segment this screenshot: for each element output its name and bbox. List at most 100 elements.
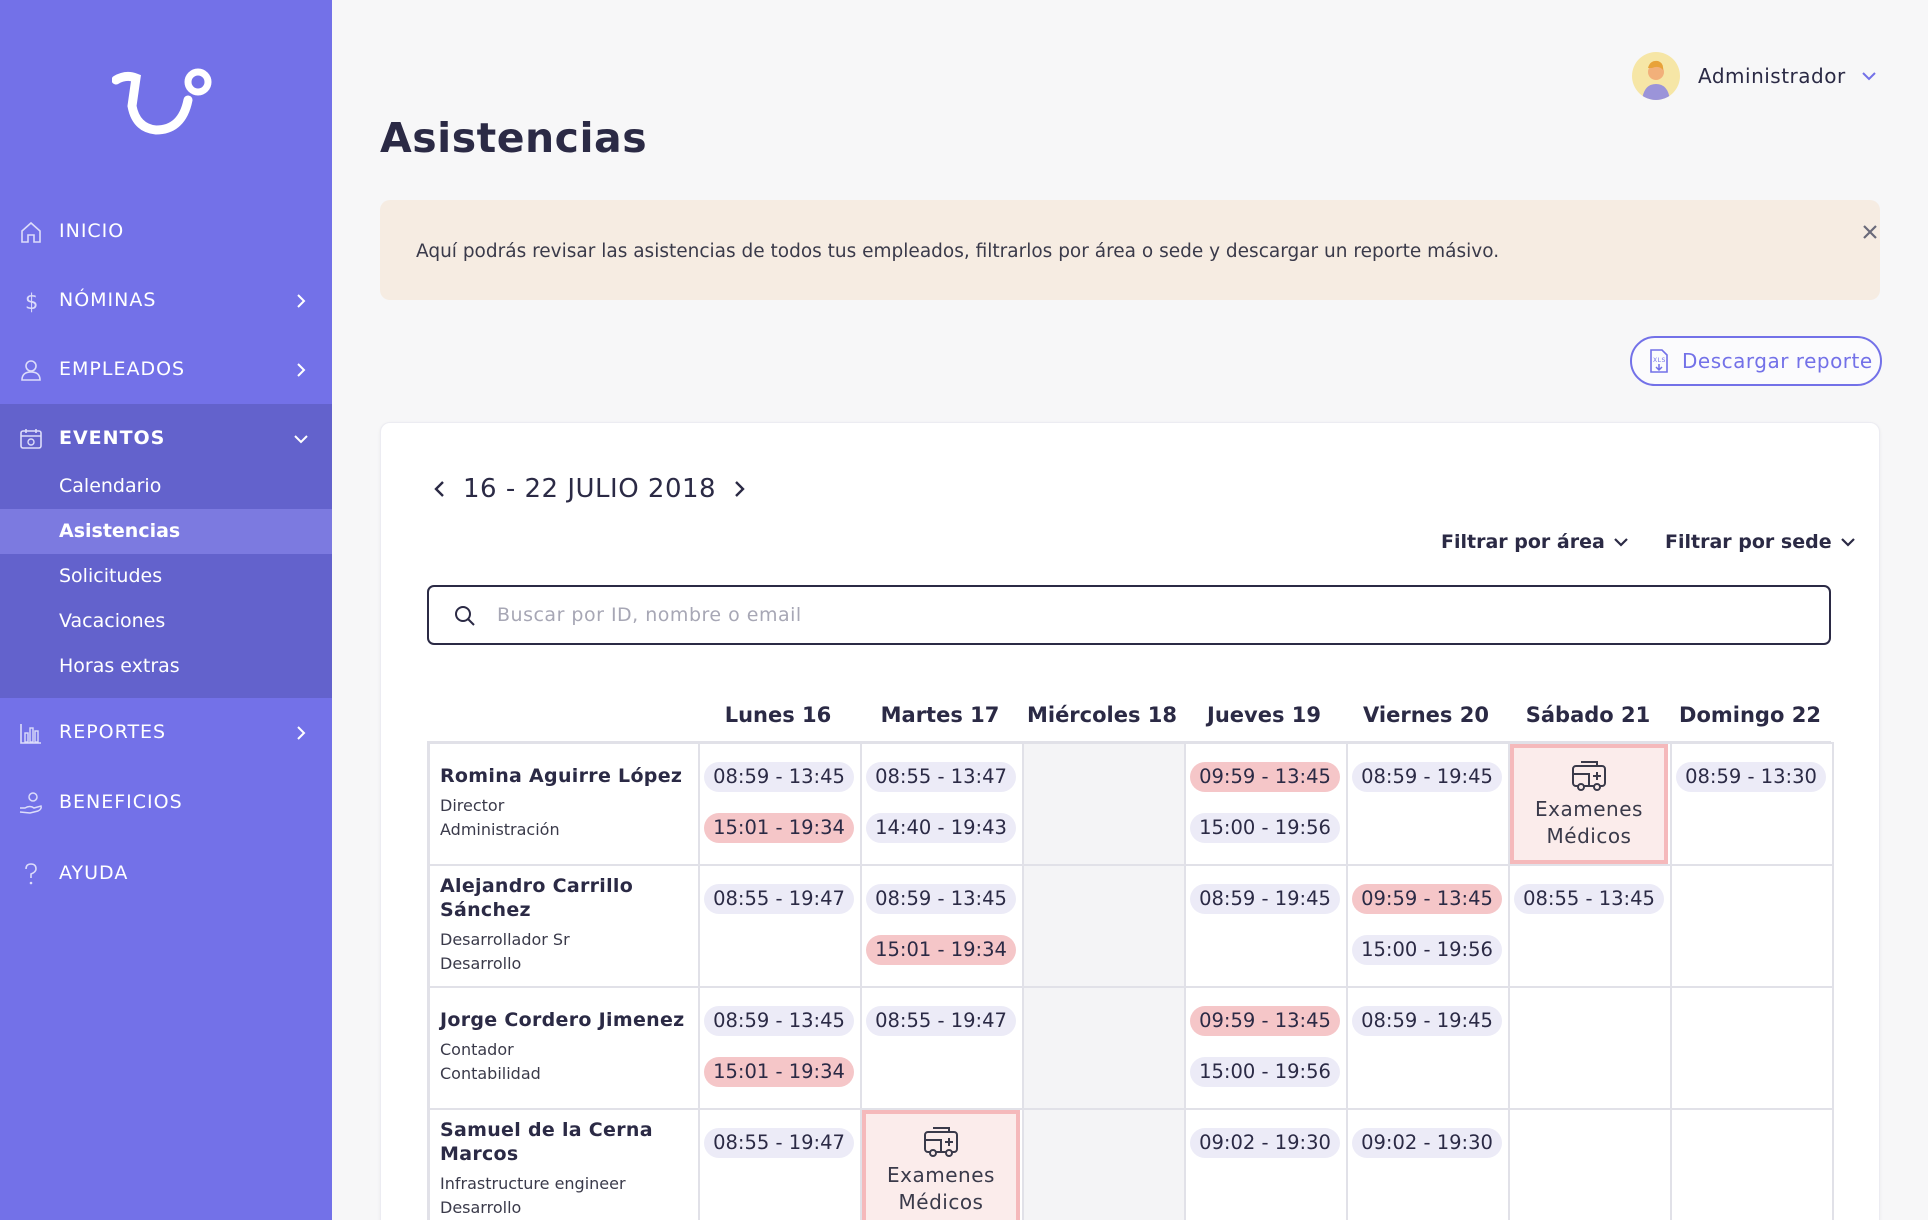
download-report-button[interactable]: XLS Descargar reporte [1630,336,1882,386]
shift-time-pill[interactable]: 08:59 - 13:30 [1676,762,1826,792]
day-header: Miércoles 18 [1026,703,1178,727]
ambulance-icon [1572,761,1606,791]
user-menu[interactable]: Administrador [1632,52,1878,100]
shift-time-pill[interactable]: 09:59 - 13:45 [1190,1006,1340,1036]
search-box[interactable] [427,585,1831,645]
subnav-horas-extras[interactable]: Horas extras [0,644,332,689]
dollar-icon: $ [25,290,39,314]
nav-label: AYUDA [59,862,129,884]
shift-time-pill[interactable]: 09:02 - 19:30 [1352,1128,1502,1158]
nav-item-nominas[interactable]: $ NÓMINAS [0,266,332,334]
medical-label: Examenes [1535,797,1643,821]
shift-time-pill[interactable]: 08:55 - 13:45 [1514,884,1664,914]
grid-divider [428,1108,1832,1110]
avatar [1632,52,1680,100]
shift-time-pill[interactable]: 08:59 - 19:45 [1352,1006,1502,1036]
filter-area-label: Filtrar por área [1441,531,1605,553]
employee-info[interactable]: Romina Aguirre López Director Administraci… [440,764,690,842]
grid-divider [1022,742,1024,1220]
shift-time-pill[interactable]: 09:59 - 13:45 [1190,762,1340,792]
banner-text: Aquí podrás revisar las asistencias de t… [416,241,1500,262]
grid-divider [698,742,700,1220]
employee-area: Desarrollo [440,954,522,973]
day-header: Sábado 21 [1525,703,1651,727]
chevron-right-icon [297,726,306,740]
day-header: Martes 17 [880,703,1000,727]
medical-exam-event[interactable]: Examenes Médicos [1510,744,1668,864]
sidebar: INICIO $ NÓMINAS EMPLEADOS EVENTOS Calen… [0,0,332,1220]
filter-sede-label: Filtrar por sede [1665,531,1832,553]
subnav-label: Horas extras [59,655,180,677]
medical-label: Médicos [898,1190,984,1214]
grid-divider [1508,742,1510,1220]
subnav-label: Asistencias [59,520,181,542]
shift-time-pill[interactable]: 15:01 - 19:34 [704,813,854,843]
subnav-solicitudes[interactable]: Solicitudes [0,554,332,599]
nav-label: NÓMINAS [59,289,157,311]
nav-item-inicio[interactable]: INICIO [0,197,332,265]
shift-time-pill[interactable]: 08:59 - 13:45 [704,762,854,792]
medical-exam-event[interactable]: Examenes Médicos [862,1110,1020,1220]
shift-time-pill[interactable]: 08:59 - 13:45 [704,1006,854,1036]
subnav-asistencias[interactable]: Asistencias [0,509,332,554]
shift-time-pill[interactable]: 08:59 - 13:45 [866,884,1016,914]
nav-item-beneficios[interactable]: BENEFICIOS [0,768,332,836]
medical-label: Examenes [887,1163,995,1187]
employee-info[interactable]: Jorge Cordero Jimenez Contador Contabilida… [440,1008,690,1086]
employee-role: Contador [440,1040,514,1059]
shift-time-pill[interactable]: 15:00 - 19:56 [1352,935,1502,965]
main-content: Administrador Asistencias Aquí podrás re… [332,0,1928,1220]
svg-text:$: $ [25,290,39,314]
shift-time-pill[interactable]: 08:55 - 19:47 [704,1128,854,1158]
employee-info[interactable]: Alejandro Carrillo Sánchez Desarrollador … [440,874,690,976]
shift-time-pill[interactable]: 15:00 - 19:56 [1190,813,1340,843]
shift-time-pill[interactable]: 09:02 - 19:30 [1190,1128,1340,1158]
day-header: Viernes 20 [1363,703,1489,727]
day-header: Domingo 22 [1679,703,1821,727]
nav-item-empleados[interactable]: EMPLEADOS [0,335,332,403]
shift-time-pill[interactable]: 08:55 - 19:47 [866,1006,1016,1036]
subnav-label: Solicitudes [59,565,163,587]
close-icon[interactable] [1860,222,1880,242]
employee-area: Contabilidad [440,1064,541,1083]
search-icon [455,606,475,626]
employee-area: Desarrollo [440,1198,522,1217]
shift-time-pill[interactable]: 08:55 - 19:47 [704,884,854,914]
page-title: Asistencias [380,114,648,162]
search-input[interactable] [497,601,1797,629]
shift-time-pill[interactable]: 15:01 - 19:34 [866,935,1016,965]
day-header: Lunes 16 [724,703,832,727]
chevron-right-icon [297,294,306,308]
employee-role: Desarrollador Sr [440,930,570,949]
download-report-label: Descargar reporte [1682,349,1873,373]
grid-divider [428,864,1832,866]
shift-time-pill[interactable]: 08:59 - 19:45 [1352,762,1502,792]
shift-time-pill[interactable]: 08:59 - 19:45 [1190,884,1340,914]
shift-time-pill[interactable]: 15:00 - 19:56 [1190,1057,1340,1087]
employee-role: Infrastructure engineer [440,1174,626,1193]
user-name: Administrador [1698,64,1846,88]
grid-divider [428,742,430,1220]
employee-role: Director [440,796,505,815]
brand-logo-icon[interactable] [112,66,216,138]
hand-heart-icon [19,792,42,814]
employee-info[interactable]: Samuel de la Cerna Marcos Infrastructure … [440,1118,690,1220]
shift-time-pill[interactable]: 09:59 - 13:45 [1352,884,1502,914]
filter-area-dropdown[interactable]: Filtrar por área [1441,531,1629,553]
nav-item-ayuda[interactable]: AYUDA [0,839,332,907]
home-icon [21,221,41,243]
shift-time-pill[interactable]: 14:40 - 19:43 [866,813,1016,843]
grid-divider [428,742,1832,744]
nav-label: REPORTES [59,721,167,743]
shift-time-pill[interactable]: 08:55 - 13:47 [866,762,1016,792]
nav-item-reportes[interactable]: REPORTES [0,698,332,766]
shift-time-pill[interactable]: 15:01 - 19:34 [704,1057,854,1087]
chevron-right-icon[interactable] [730,478,748,500]
filter-sede-dropdown[interactable]: Filtrar por sede [1665,531,1856,553]
subnav-calendario[interactable]: Calendario [0,464,332,509]
nav-item-eventos[interactable]: EVENTOS [0,404,332,472]
nav-label: INICIO [59,220,125,242]
subnav-vacaciones[interactable]: Vacaciones [0,599,332,644]
chevron-left-icon[interactable] [431,478,449,500]
empty-day-column [1022,742,1184,1220]
